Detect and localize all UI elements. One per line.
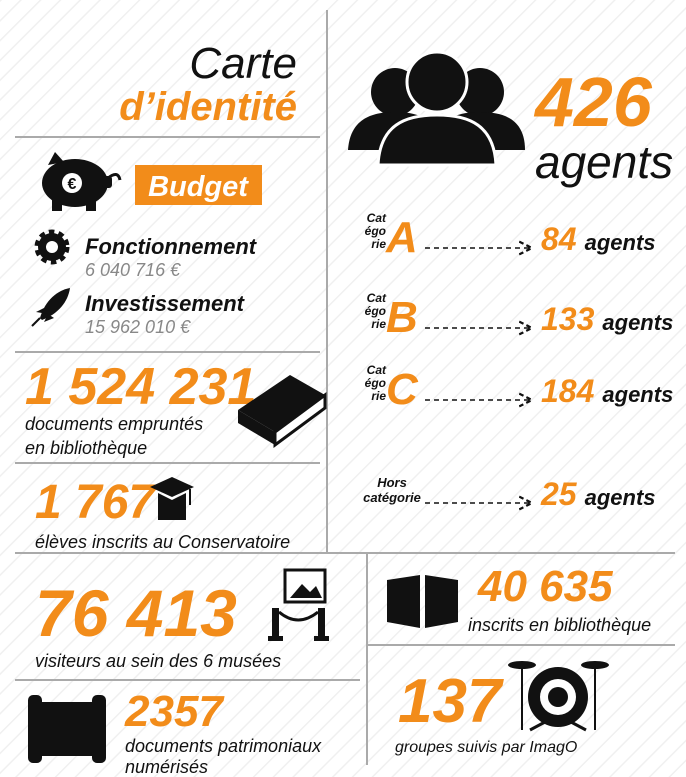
rocket-icon bbox=[31, 288, 70, 327]
caption: documents empruntés bbox=[25, 414, 203, 434]
museum-icon bbox=[268, 568, 329, 641]
category-prefix: égo bbox=[365, 304, 386, 318]
big-number: 40 635 bbox=[477, 562, 613, 611]
category-count: 25 agents bbox=[540, 476, 656, 512]
budget-item-label: Investissement bbox=[85, 291, 246, 316]
people-icon bbox=[348, 50, 525, 167]
category-unit: agents bbox=[602, 382, 673, 407]
drums-icon bbox=[508, 661, 609, 732]
category-value: 133 bbox=[541, 301, 595, 337]
caption: groupes suivis par ImagO bbox=[395, 739, 577, 756]
scroll-icon bbox=[28, 695, 106, 763]
category-value: 25 bbox=[540, 476, 578, 512]
category-count: 133 agents bbox=[541, 301, 673, 337]
category-value: 184 bbox=[541, 373, 595, 409]
category-letter: A bbox=[385, 213, 418, 262]
category-count: 184 agents bbox=[541, 373, 673, 409]
budget-item-value: 6 040 716 € bbox=[85, 260, 181, 280]
big-number: 1 524 231 bbox=[25, 358, 256, 416]
gear-icon bbox=[34, 229, 70, 265]
category-prefix: Cat bbox=[367, 363, 387, 377]
category-unit: agents bbox=[585, 230, 656, 255]
piggy-icon: € bbox=[42, 152, 122, 211]
category-prefix: Cat bbox=[367, 291, 387, 305]
budget-item-value: 15 962 010 € bbox=[85, 317, 191, 337]
big-number: 426 bbox=[533, 63, 653, 141]
open-book-icon bbox=[387, 575, 458, 628]
category-value: 84 bbox=[541, 221, 577, 257]
caption: inscrits en bibliothèque bbox=[468, 615, 651, 635]
category-prefix: catégorie bbox=[363, 490, 421, 505]
graduation-icon bbox=[150, 477, 194, 520]
category-prefix: rie bbox=[371, 317, 386, 331]
caption: numérisés bbox=[125, 757, 208, 777]
caption: élèves inscrits au Conservatoire bbox=[35, 532, 290, 552]
category-prefix: Hors bbox=[377, 475, 407, 490]
caption: visiteurs au sein des 6 musées bbox=[35, 651, 281, 671]
caption: en bibliothèque bbox=[25, 438, 147, 458]
category-unit: agents bbox=[585, 485, 656, 510]
category-letter: B bbox=[386, 293, 418, 342]
separators bbox=[15, 10, 675, 765]
category-prefix: Cat bbox=[367, 211, 387, 225]
category-unit: agents bbox=[602, 310, 673, 335]
caption: documents patrimoniaux bbox=[125, 736, 322, 756]
budget-box bbox=[135, 165, 262, 205]
big-number: 2357 bbox=[124, 687, 225, 736]
book-icon bbox=[238, 375, 327, 448]
category-letter: C bbox=[386, 365, 419, 414]
svg-text:€: € bbox=[68, 176, 77, 193]
big-number: 1 767 bbox=[35, 476, 157, 529]
big-number: 137 bbox=[398, 667, 504, 736]
budget-label: Budget bbox=[148, 171, 249, 203]
budget-item-label: Fonctionnement bbox=[85, 234, 258, 259]
title: Carte bbox=[189, 39, 297, 88]
big-number: 76 413 bbox=[35, 576, 237, 650]
title: d’identité bbox=[119, 85, 297, 129]
category-prefix: égo bbox=[365, 224, 386, 238]
caption: agents bbox=[535, 136, 673, 188]
category-count: 84 agents bbox=[541, 221, 656, 257]
category-prefix: égo bbox=[365, 376, 386, 390]
category-prefix: rie bbox=[371, 389, 386, 403]
category-prefix: rie bbox=[371, 237, 386, 251]
